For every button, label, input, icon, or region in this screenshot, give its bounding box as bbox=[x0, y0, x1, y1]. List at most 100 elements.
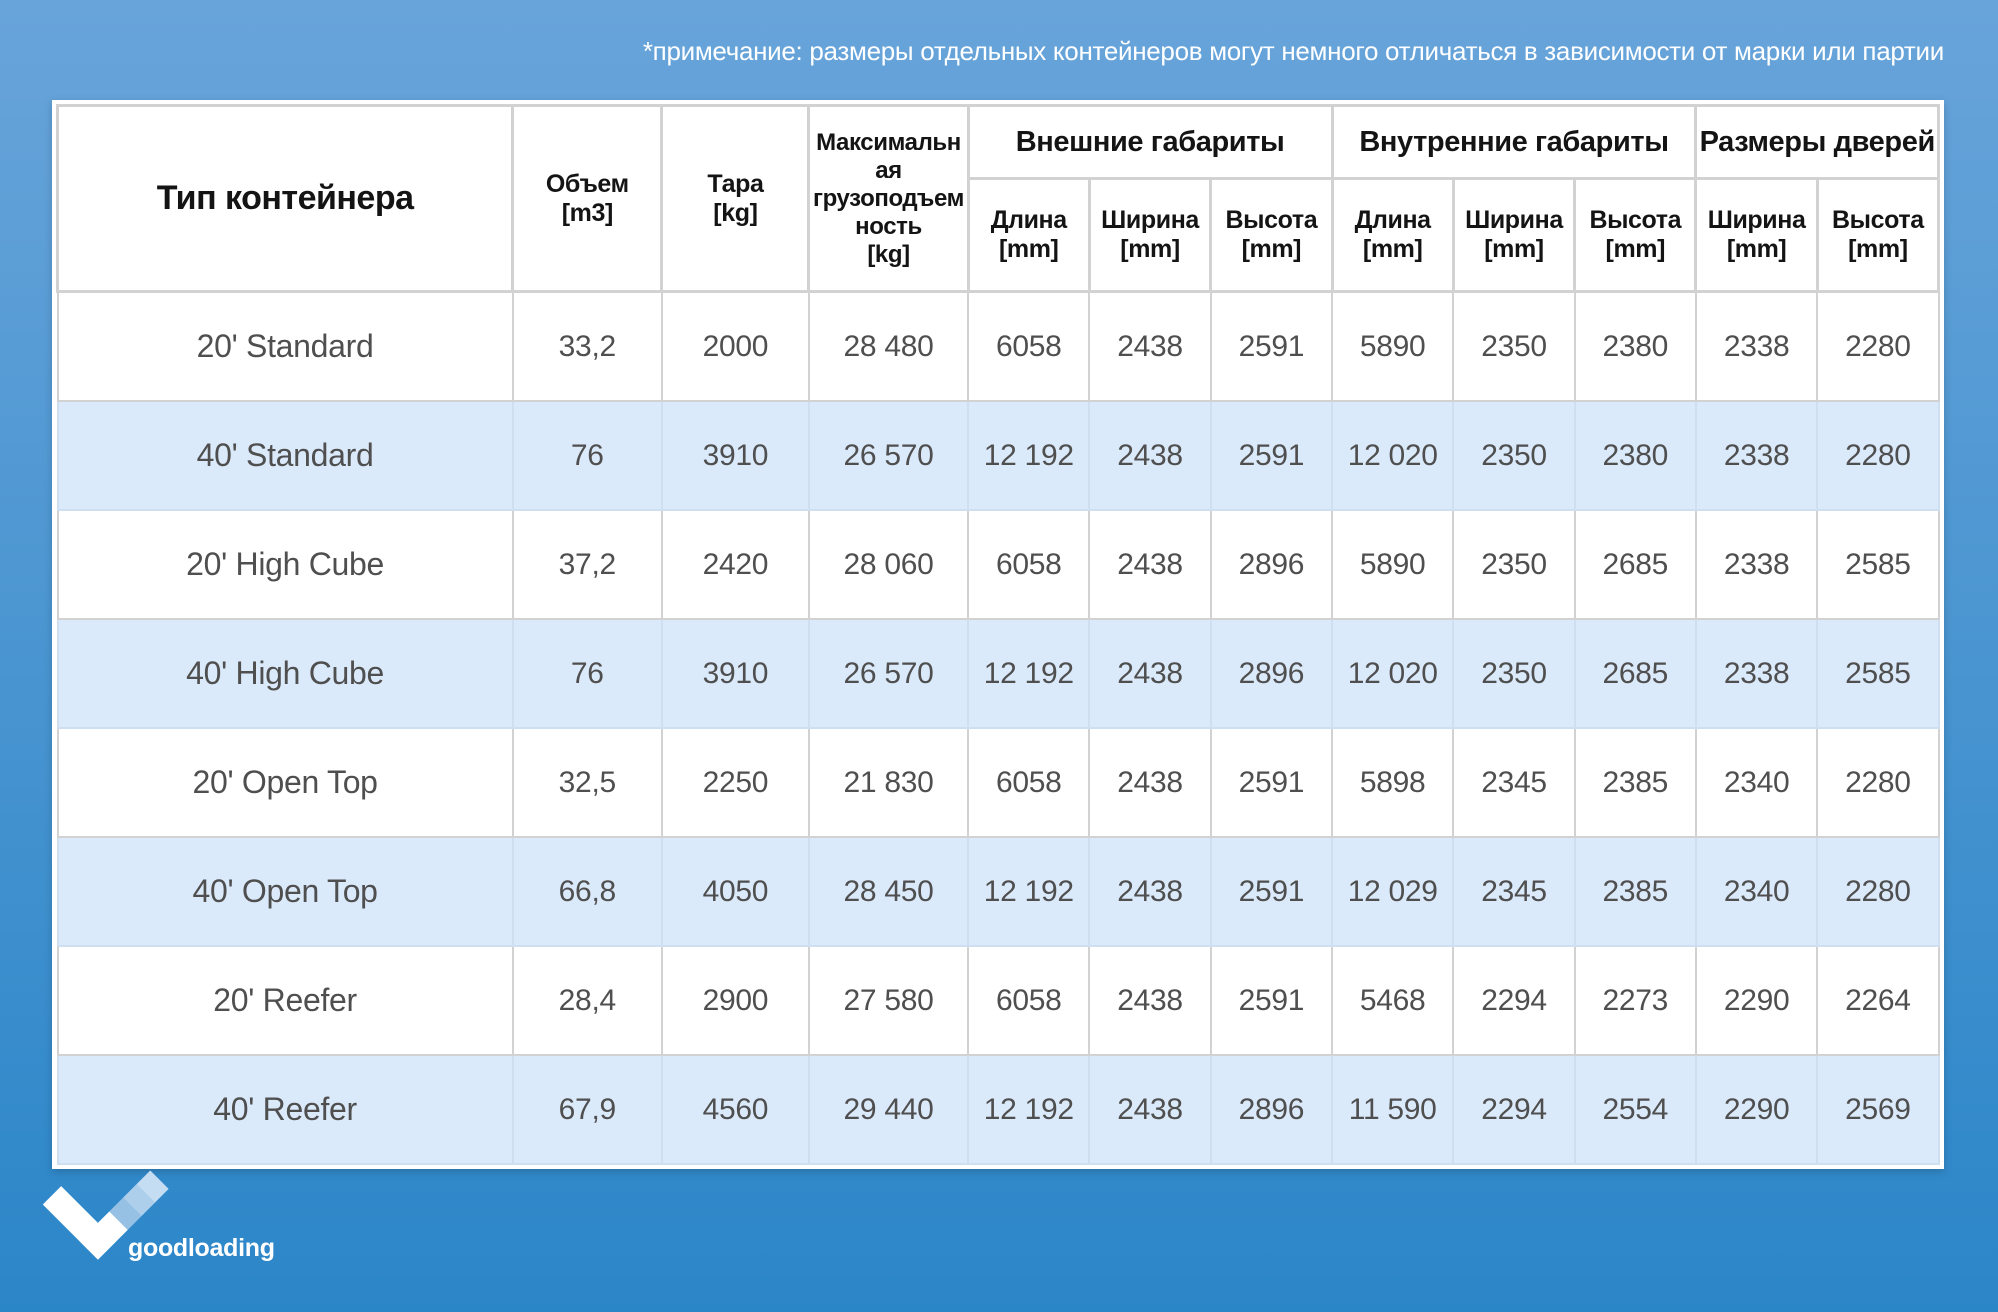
container-type-cell: 40' High Cube bbox=[56, 618, 514, 729]
dimension-cell: 2345 bbox=[1452, 836, 1576, 947]
dimension-cell: 2585 bbox=[1816, 618, 1940, 729]
dimension-cell: 3910 bbox=[660, 400, 810, 511]
dimension-cell: 2350 bbox=[1452, 400, 1576, 511]
dimension-cell: 2338 bbox=[1694, 618, 1819, 729]
dimension-cell: 21 830 bbox=[807, 727, 970, 838]
dimension-cell: 76 bbox=[511, 618, 663, 729]
dimension-cell: 2350 bbox=[1452, 509, 1576, 620]
table-row: 40' Reefer 67,9 4560 29 440 12 192 2438 2896 11… bbox=[56, 1054, 1940, 1165]
dimension-cell: 2585 bbox=[1816, 509, 1940, 620]
dimension-cell: 2280 bbox=[1816, 400, 1940, 511]
container-type-cell: 40' Reefer bbox=[56, 1054, 514, 1165]
dimension-cell: 2350 bbox=[1452, 290, 1576, 402]
container-type-cell: 20' High Cube bbox=[56, 509, 514, 620]
dimension-cell: 67,9 bbox=[511, 1054, 663, 1165]
dimension-cell: 29 440 bbox=[807, 1054, 970, 1165]
table-row: 20' Reefer 28,4 2900 27 580 6058 2438 2591 5468… bbox=[56, 945, 1940, 1056]
container-dimensions-table-card: Тип контейнера Объем [m3] Тара [kg] Макс… bbox=[52, 100, 1944, 1169]
dimension-cell: 12 192 bbox=[967, 400, 1091, 511]
dimension-cell: 2385 bbox=[1573, 727, 1697, 838]
dimension-cell: 26 570 bbox=[807, 618, 970, 729]
dimension-cell: 2273 bbox=[1573, 945, 1697, 1056]
column-header-type: Тип контейнера bbox=[55, 104, 515, 293]
dimension-cell: 2591 bbox=[1209, 400, 1334, 511]
table-row: 20' Standard 33,2 2000 28 480 6058 2438 2591 58… bbox=[56, 290, 1940, 402]
column-group-internal: Внутренние габариты bbox=[1330, 104, 1698, 180]
dimension-cell: 12 029 bbox=[1331, 836, 1455, 947]
table-body: 20' Standard 33,2 2000 28 480 6058 2438 2591 58… bbox=[56, 290, 1940, 1165]
dimension-cell: 2420 bbox=[660, 509, 810, 620]
dimension-cell: 37,2 bbox=[511, 509, 663, 620]
container-type-cell: 20' Open Top bbox=[56, 727, 514, 838]
footnote-text: *примечание: размеры отдельных контейнер… bbox=[642, 36, 1944, 66]
dimension-cell: 2290 bbox=[1694, 945, 1819, 1056]
dimension-cell: 28 450 bbox=[807, 836, 970, 947]
dimension-cell: 2438 bbox=[1088, 727, 1212, 838]
header-sub-row: Длина [mm] Ширина [mm] Высота [mm] Длина… bbox=[58, 177, 1941, 293]
table-row: 40' Open Top 66,8 4050 28 450 12 192 2438 2591… bbox=[56, 836, 1940, 947]
dimension-cell: 12 192 bbox=[967, 836, 1091, 947]
dimension-cell: 2380 bbox=[1573, 400, 1697, 511]
column-header-door-height: Высота [mm] bbox=[1815, 177, 1941, 293]
column-header-external-width: Ширина [mm] bbox=[1087, 177, 1213, 293]
dimension-cell: 4560 bbox=[660, 1054, 810, 1165]
dimension-cell: 2438 bbox=[1088, 618, 1212, 729]
dimension-cell: 5890 bbox=[1331, 509, 1455, 620]
dimension-cell: 2591 bbox=[1209, 727, 1334, 838]
dimension-cell: 12 020 bbox=[1331, 400, 1455, 511]
column-group-doors: Размеры дверей bbox=[1694, 104, 1940, 180]
dimension-cell: 4050 bbox=[660, 836, 810, 947]
dimension-cell: 76 bbox=[511, 400, 663, 511]
dimension-cell: 2338 bbox=[1694, 509, 1819, 620]
dimension-cell: 2896 bbox=[1209, 1054, 1334, 1165]
dimension-cell: 2000 bbox=[660, 290, 810, 402]
table-row: 20' Open Top 32,5 2250 21 830 6058 2438 2591 58… bbox=[56, 727, 1940, 838]
dimension-cell: 28 480 bbox=[807, 290, 970, 402]
dimension-cell: 2280 bbox=[1816, 836, 1940, 947]
dimension-cell: 2685 bbox=[1573, 509, 1697, 620]
dimension-cell: 32,5 bbox=[511, 727, 663, 838]
dimension-cell: 2385 bbox=[1573, 836, 1697, 947]
dimension-cell: 6058 bbox=[967, 290, 1091, 402]
dimension-cell: 2438 bbox=[1088, 1054, 1212, 1165]
dimension-cell: 2900 bbox=[660, 945, 810, 1056]
container-type-cell: 20' Reefer bbox=[56, 945, 514, 1056]
dimension-cell: 2591 bbox=[1209, 290, 1334, 402]
table-header: Тип контейнера Объем [m3] Тара [kg] Макс… bbox=[55, 104, 1941, 293]
dimension-cell: 2591 bbox=[1209, 945, 1334, 1056]
dimension-cell: 2569 bbox=[1816, 1054, 1940, 1165]
header-group-row: Тип контейнера Объем [m3] Тара [kg] Макс… bbox=[55, 104, 1940, 293]
dimension-cell: 12 020 bbox=[1331, 618, 1455, 729]
container-type-cell: 40' Open Top bbox=[56, 836, 514, 947]
dimension-cell: 2294 bbox=[1452, 945, 1576, 1056]
dimension-cell: 2438 bbox=[1088, 836, 1212, 947]
dimension-cell: 2685 bbox=[1573, 618, 1697, 729]
dimension-cell: 6058 bbox=[967, 509, 1091, 620]
dimension-cell: 5468 bbox=[1331, 945, 1455, 1056]
dimension-cell: 2294 bbox=[1452, 1054, 1576, 1165]
container-dimensions-table: Тип контейнера Объем [m3] Тара [kg] Макс… bbox=[55, 104, 1941, 1165]
column-group-external: Внешние габариты bbox=[966, 104, 1334, 180]
column-header-door-width: Ширина [mm] bbox=[1694, 177, 1819, 293]
dimension-cell: 2340 bbox=[1694, 836, 1819, 947]
table-row: 40' High Cube 76 3910 26 570 12 192 2438 2896 1… bbox=[56, 618, 1940, 729]
column-header-internal-width: Ширина [mm] bbox=[1451, 177, 1577, 293]
dimension-cell: 26 570 bbox=[807, 400, 970, 511]
dimension-cell: 6058 bbox=[967, 727, 1091, 838]
dimension-cell: 2350 bbox=[1452, 618, 1576, 729]
dimension-cell: 2280 bbox=[1816, 290, 1940, 402]
dimension-cell: 2340 bbox=[1694, 727, 1819, 838]
dimension-cell: 2290 bbox=[1694, 1054, 1819, 1165]
dimension-cell: 2250 bbox=[660, 727, 810, 838]
column-header-external-length: Длина [mm] bbox=[966, 177, 1091, 293]
dimension-cell: 3910 bbox=[660, 618, 810, 729]
dimension-cell: 2591 bbox=[1209, 836, 1334, 947]
column-header-internal-length: Длина [mm] bbox=[1330, 177, 1455, 293]
dimension-cell: 28 060 bbox=[807, 509, 970, 620]
container-type-cell: 40' Standard bbox=[56, 400, 514, 511]
dimension-cell: 11 590 bbox=[1331, 1054, 1455, 1165]
dimension-cell: 33,2 bbox=[511, 290, 663, 402]
dimension-cell: 12 192 bbox=[967, 1054, 1091, 1165]
container-type-cell: 20' Standard bbox=[56, 290, 514, 402]
column-header-tare: Тара [kg] bbox=[660, 104, 811, 293]
